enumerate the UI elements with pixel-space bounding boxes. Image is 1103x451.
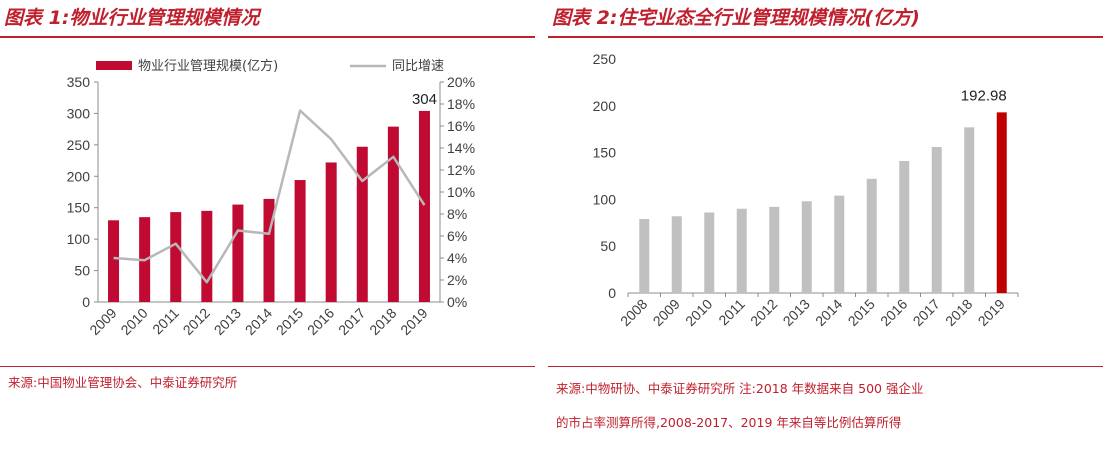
y-tick-label-left: 300 [67,105,91,121]
y-tick-label-right: 18% [447,96,475,112]
bar-2011 [170,212,182,302]
y-tick-label-left: 100 [67,231,91,247]
y-tick-label-right: 10% [447,184,475,200]
y-tick-label-right: 8% [447,206,467,222]
y-tick-label: 250 [593,51,617,67]
x-tick-label: 2012 [180,305,213,338]
title-divider-2 [548,36,1103,38]
y-tick-label-right: 0% [447,294,467,310]
bar-2017 [356,146,368,302]
chart-title-2: 图表 2:住宅业态全行业管理规模情况(亿方) [552,7,920,29]
bar-2012 [201,210,213,302]
source-divider-2 [548,366,1103,367]
y-tick-label-right: 20% [447,74,475,90]
y-tick-label-right: 16% [447,118,475,134]
y-tick-label: 150 [593,145,617,161]
chart-panel-1: 图表 1:物业行业管理规模情况 物业行业管理规模(亿方) 同比增速 0 50 100 15… [0,0,535,451]
y-tick-label-right: 12% [447,162,475,178]
bar-2019 [996,112,1007,293]
bar-2009 [671,216,682,293]
y-tick-label-right: 6% [447,228,467,244]
x-tick-label: 2019 [397,305,430,338]
x-tick-label: 2017 [335,305,368,338]
x-tick-label: 2019 [975,296,1008,329]
bar-2010 [704,212,715,293]
y-tick-label: 200 [593,98,617,114]
y-tick-label-left: 200 [67,168,91,184]
bar-2013 [232,204,244,302]
x-tick-label: 2018 [942,296,975,329]
legend-label-bars: 物业行业管理规模(亿方) [138,58,278,74]
bar-2018 [387,126,399,302]
x-tick-label: 2016 [877,296,910,329]
growth-rate-line [113,109,426,284]
x-tick-label: 2014 [812,296,845,329]
bar-2013 [801,201,812,293]
bar-2016 [899,161,910,293]
bar-2018 [964,127,975,293]
chart-source-1: 来源:中国物业管理协会、中泰证券研究所 [8,375,238,390]
x-tick-label: 2012 [747,296,780,329]
x-tick-label: 2013 [211,305,244,338]
chart-source-2-line-1: 来源:中物研协、中泰证券研究所 注:2018 年数据来自 500 强企业 [556,381,924,396]
title-divider-1 [0,36,535,38]
x-tick-label: 2008 [617,296,650,329]
bar-2015 [866,178,877,293]
bar-2014 [834,195,845,293]
x-tick-label: 2016 [304,305,337,338]
x-tick-label: 2011 [715,296,748,329]
y-tick-label-left: 350 [67,74,91,90]
x-tick-label: 2013 [780,296,813,329]
legend-label-line: 同比增速 [392,59,444,74]
y-tick-label-left: 50 [74,263,90,279]
y-tick-label: 0 [608,285,616,301]
chart-source-2-line-2: 的市占率测算所得,2008-2017、2019 年来自等比例估算所得 [556,415,902,430]
x-tick-label: 2015 [273,305,306,338]
chart-panel-2: 图表 2:住宅业态全行业管理规模情况(亿方) 0 50 100 150 200 250 20… [548,0,1103,451]
y-tick-label-left: 0 [82,294,90,310]
chart-title-1: 图表 1:物业行业管理规模情况 [4,7,260,29]
x-tick-label: 2009 [86,305,119,338]
bar-2011 [736,208,747,293]
x-tick-label: 2015 [845,296,878,329]
bar-2009 [108,220,120,302]
x-tick-label: 2010 [117,305,150,338]
y-tick-label-right: 14% [447,140,475,156]
y-tick-label-right: 4% [447,250,467,266]
bar-2017 [931,146,942,293]
data-label-2019: 192.98 [961,87,1007,104]
y-tick-label-left: 150 [67,200,91,216]
source-divider-1 [0,366,535,367]
legend-swatch-bars [96,61,132,70]
bar-2016 [325,162,337,302]
x-tick-label: 2014 [242,305,275,338]
bar-2012 [769,206,780,293]
data-label-2019: 304 [412,91,437,108]
x-tick-label: 2017 [910,296,943,329]
management-scale-chart: 物业行业管理规模(亿方) 同比增速 0 50 100 150 200 250 300 350 0% 2… [67,58,475,338]
bar-2015 [294,180,306,302]
x-tick-label: 2018 [366,305,399,338]
x-tick-label: 2009 [650,296,683,329]
bar-2019 [418,110,430,303]
y-tick-label-left: 250 [67,137,91,153]
bar-2008 [639,219,650,293]
y-tick-label: 100 [593,191,617,207]
y-tick-label-right: 2% [447,272,467,288]
x-tick-label: 2011 [149,305,182,338]
x-tick-label: 2010 [682,296,715,329]
chart-source-2: 来源:中物研协、中泰证券研究所 注:2018 年数据来自 500 强企业 的市占… [556,372,1099,440]
bar-2014 [263,198,275,302]
y-tick-label: 50 [600,238,616,254]
